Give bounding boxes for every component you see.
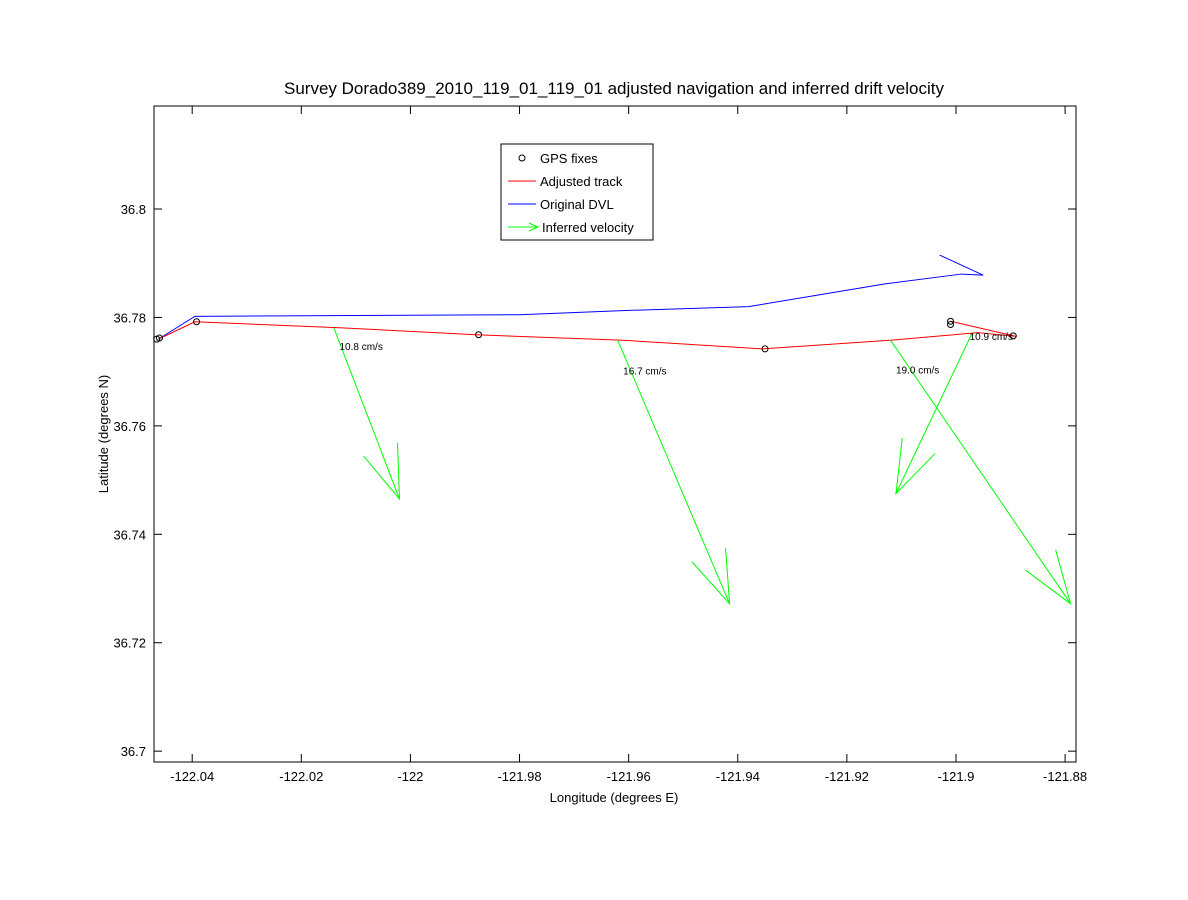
plot-area: 10.8 cm/s 16.7 cm/s 19.0 cm/s 10.9 cm/s — [153, 254, 1072, 606]
velocity-arrow-head — [691, 547, 731, 606]
gps-fix-marker — [155, 334, 163, 342]
gps-fix-marker — [761, 345, 769, 353]
x-tick-label: -121.9 — [938, 769, 975, 784]
legend-gps-label: GPS fixes — [540, 151, 598, 166]
x-tick-label: -122.04 — [170, 769, 214, 784]
legend-adjusted-label: Adjusted track — [540, 174, 623, 189]
velocity-arrow — [895, 332, 973, 496]
velocity-arrow-shaft — [333, 328, 400, 500]
gps-fix-marker — [475, 331, 483, 339]
velocity-arrow-shaft — [895, 332, 973, 494]
legend-box — [500, 143, 654, 241]
velocity-arrow-head — [1025, 549, 1072, 605]
chart-title: Survey Dorado389_2010_119_01_119_01 adju… — [284, 79, 945, 98]
x-tick-label: -121.88 — [1043, 769, 1087, 784]
velocity-arrow-head — [895, 437, 936, 496]
gps-fix-marker — [947, 320, 955, 328]
velocity-label: 19.0 cm/s — [896, 365, 939, 376]
y-tick-label: 36.7 — [121, 744, 146, 759]
x-axis-label: Longitude (degrees E) — [550, 790, 679, 805]
y-tick-label: 36.76 — [113, 419, 146, 434]
y-tick-label: 36.78 — [113, 310, 146, 325]
velocity-label: 16.7 cm/s — [623, 366, 666, 377]
legend-gps-marker — [518, 154, 526, 162]
original-dvl-line — [158, 254, 984, 340]
velocity-arrow-shaft — [890, 339, 1071, 604]
velocity-arrow — [890, 339, 1072, 605]
velocity-arrow-shaft — [617, 340, 731, 604]
velocity-arrow — [333, 328, 401, 501]
y-axis-label: Latitude (degrees N) — [96, 375, 111, 494]
velocity-arrow-head — [363, 443, 401, 501]
legend-dvl-label: Original DVL — [540, 197, 614, 212]
legend-velocity-label: Inferred velocity — [542, 220, 634, 235]
x-tick-label: -121.94 — [716, 769, 760, 784]
x-tick-label: -121.98 — [497, 769, 541, 784]
velocity-label: 10.8 cm/s — [339, 342, 382, 353]
axis-ticks: -122.04 -122.02 -122 -121.98 -121.96 -121.94 -… — [113, 106, 1087, 784]
x-tick-label: -121.96 — [607, 769, 651, 784]
y-tick-label: 36.72 — [113, 636, 146, 651]
adjusted-track-line — [158, 320, 1017, 350]
y-tick-label: 36.74 — [113, 527, 146, 542]
y-tick-label: 36.8 — [121, 202, 146, 217]
velocity-arrow — [617, 340, 731, 606]
gps-fix-marker — [947, 317, 955, 325]
gps-fix-marker — [193, 318, 201, 326]
x-tick-label: -122.02 — [279, 769, 323, 784]
velocity-label: 10.9 cm/s — [970, 332, 1013, 343]
x-tick-label: -122 — [397, 769, 423, 784]
x-tick-label: -121.92 — [825, 769, 869, 784]
gps-fix-marker — [1009, 332, 1017, 340]
legend-velocity-arrow — [508, 222, 540, 232]
axes-box — [153, 105, 1077, 763]
legend: GPS fixes Adjusted track Original DVL In… — [500, 143, 654, 241]
